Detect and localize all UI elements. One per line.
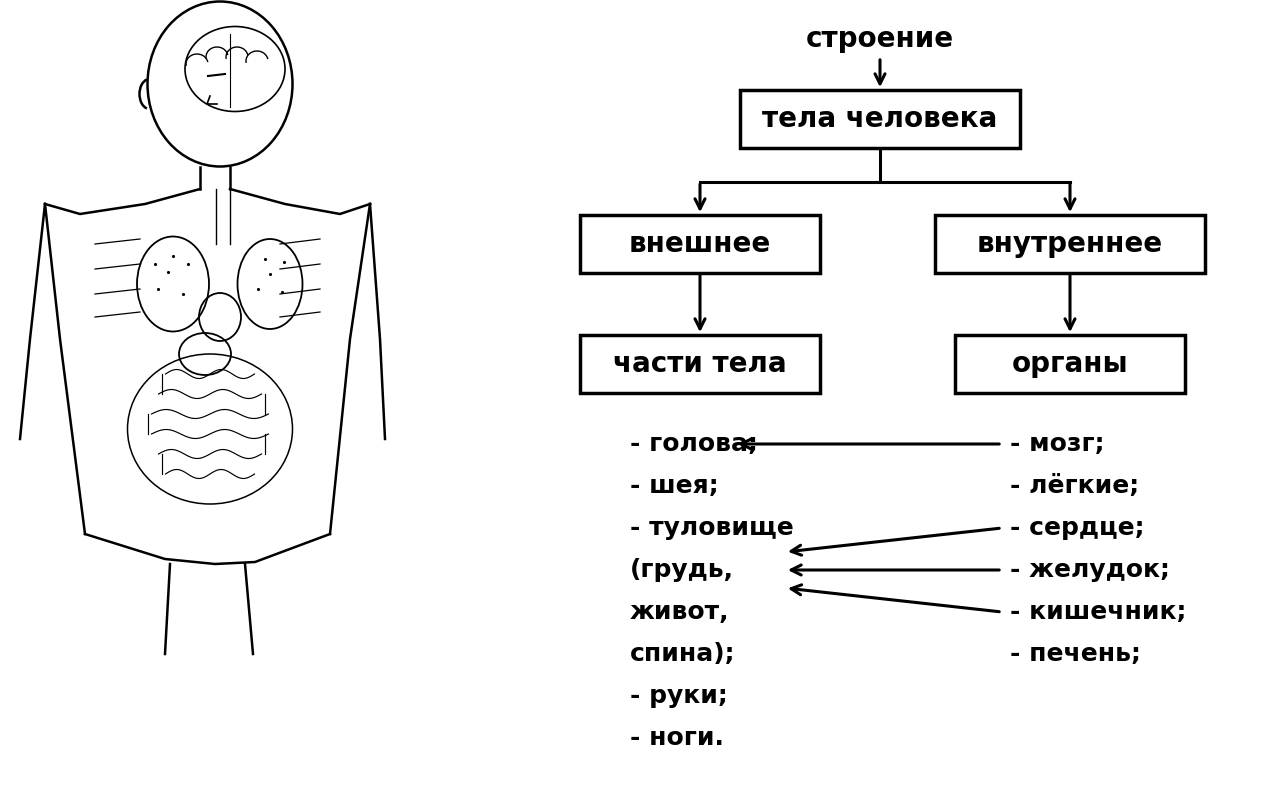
Text: внешнее: внешнее <box>629 230 771 258</box>
Text: - кишечник;: - кишечник; <box>1010 600 1186 624</box>
Text: - шея;: - шея; <box>630 474 718 498</box>
Bar <box>955 335 1185 393</box>
Text: - сердце;: - сердце; <box>1010 516 1144 540</box>
Bar <box>740 90 1021 148</box>
Text: - руки;: - руки; <box>630 684 728 708</box>
Text: спина);: спина); <box>630 642 736 666</box>
Bar <box>580 215 820 273</box>
Text: - туловище: - туловище <box>630 516 794 540</box>
Text: - печень;: - печень; <box>1010 642 1141 666</box>
Text: - голова;: - голова; <box>630 432 758 456</box>
Text: (грудь,: (грудь, <box>630 558 733 582</box>
Bar <box>580 335 820 393</box>
Text: органы: органы <box>1012 350 1129 378</box>
Bar <box>935 215 1205 273</box>
Text: тела человека: тела человека <box>763 105 998 133</box>
Text: - желудок;: - желудок; <box>1010 558 1169 582</box>
Text: живот,: живот, <box>630 600 730 624</box>
Text: - лёгкие;: - лёгкие; <box>1010 474 1139 498</box>
Text: внутреннее: внутреннее <box>977 230 1163 258</box>
Text: - мозг;: - мозг; <box>1010 432 1104 456</box>
Text: строение: строение <box>806 25 955 53</box>
Text: части тела: части тела <box>613 350 787 378</box>
Text: - ноги.: - ноги. <box>630 726 724 750</box>
